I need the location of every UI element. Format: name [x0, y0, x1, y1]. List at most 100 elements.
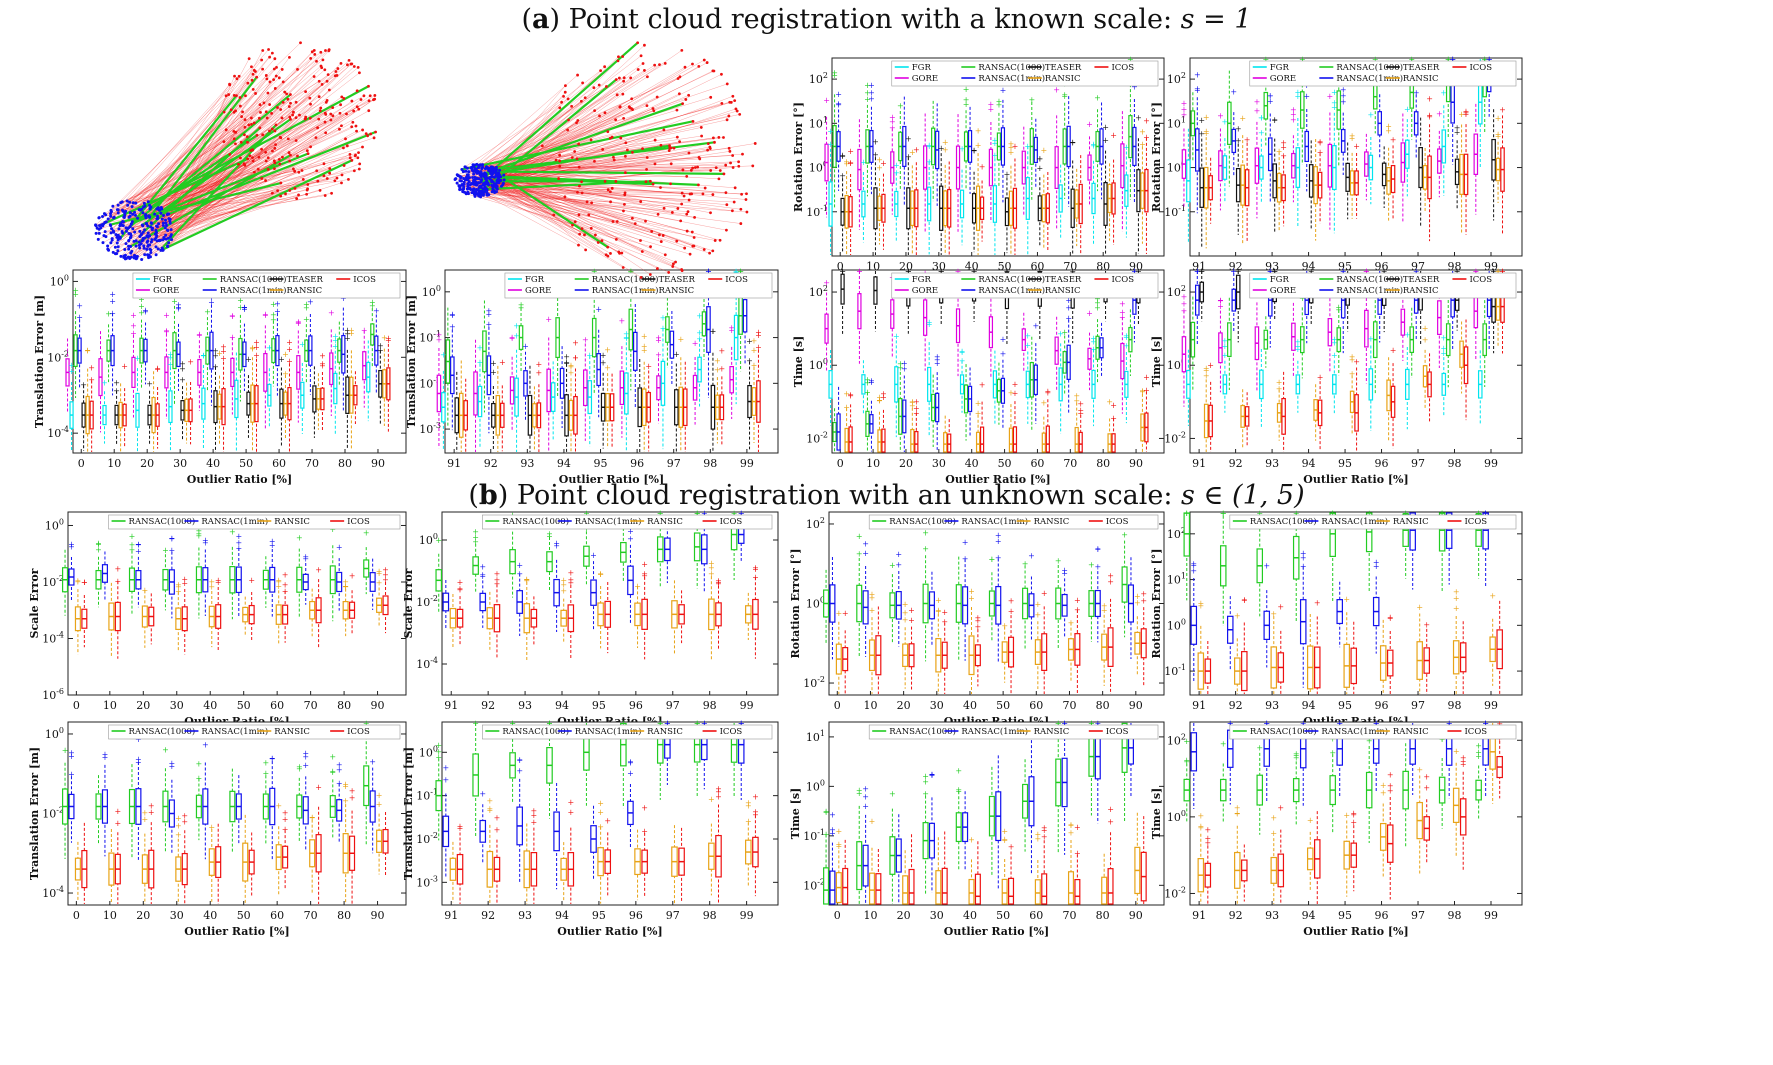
box-icos: +++: [1463, 107, 1470, 235]
outlier-marker: +: [1028, 551, 1035, 560]
x-tick-label: 20: [136, 699, 150, 712]
outlier-marker: +: [627, 267, 634, 276]
outlier-marker: +: [369, 757, 376, 766]
outlier-marker: +: [1258, 114, 1265, 123]
box-icos: +++: [1280, 138, 1287, 227]
x-tick-label: 80: [338, 457, 352, 470]
outlier-marker: +: [1331, 88, 1338, 97]
outlier-marker: +: [376, 800, 383, 809]
x-tick-label: 99: [740, 909, 754, 922]
box-teaser: +: [938, 144, 945, 255]
outlier-marker: +: [229, 312, 236, 321]
outlier-marker: +: [286, 357, 293, 366]
box-gore: [857, 119, 862, 230]
outlier-marker: +: [1276, 147, 1283, 156]
box-icos: [1078, 155, 1083, 255]
box-gore: +: [1217, 111, 1224, 211]
box-icos: +++: [755, 328, 762, 452]
outlier-marker: +: [436, 331, 443, 340]
outlier-marker: +: [344, 334, 351, 343]
outlier-marker: +: [1241, 596, 1248, 605]
x-tick-label: 60: [270, 699, 284, 712]
outlier-marker: +: [1423, 772, 1430, 781]
outlier-marker: +: [369, 302, 376, 311]
box-fgr: +: [860, 158, 867, 243]
box-fgr: ++: [827, 127, 834, 255]
x-tick-label: 40: [963, 909, 977, 922]
outlier-marker: +: [1069, 138, 1076, 147]
outlier-marker: +: [81, 578, 88, 587]
x-tick-label: 60: [1030, 457, 1044, 470]
legend-entry: RANSIC: [1045, 286, 1081, 296]
outlier-marker: +: [179, 375, 186, 384]
outlier-marker: +: [169, 534, 176, 543]
outlier-marker: +: [1034, 600, 1041, 609]
source-point: [170, 238, 174, 242]
outlier-marker: +: [1074, 849, 1081, 858]
outlier-marker: +: [1463, 110, 1470, 119]
y-tick-label: 100: [809, 357, 828, 372]
outlier-marker: +: [494, 825, 501, 834]
source-point: [130, 205, 134, 209]
outlier-marker: +: [109, 290, 116, 299]
source-point: [110, 237, 114, 241]
outlier-marker: +: [332, 342, 339, 351]
outlier-marker: +: [1390, 135, 1397, 144]
box-teaser: [1491, 109, 1496, 221]
x-tick-label: 91: [1192, 457, 1206, 470]
outlier-marker: +: [1350, 809, 1357, 818]
outlier-marker: +: [1055, 557, 1062, 566]
x-tick-label: 10: [863, 699, 877, 712]
outlier-marker: +: [1463, 107, 1470, 116]
legend-entry: TEASER: [1403, 275, 1440, 285]
box-ransac-1000-: [482, 300, 487, 413]
source-point: [109, 210, 113, 214]
x-tick-label: 95: [592, 909, 606, 922]
y-tick-label: 100: [1167, 617, 1186, 632]
outlier-marker: +: [442, 764, 449, 773]
source-point: [149, 221, 153, 225]
outlier-marker: +: [113, 379, 120, 388]
box-body: [823, 867, 830, 905]
legend-box: [891, 60, 1159, 87]
outlier-marker: +: [835, 840, 842, 849]
source-point: [163, 218, 167, 222]
outlier-marker: +: [138, 302, 145, 311]
outlier-marker: +: [1203, 127, 1210, 136]
outlier-marker: +: [167, 360, 174, 369]
y-tick-label: 101: [809, 115, 828, 130]
x-tick-label: 0: [73, 699, 80, 712]
outlier-marker: +: [1460, 757, 1467, 766]
outlier-marker: +: [1290, 105, 1297, 114]
x-tick-label: 91: [447, 457, 461, 470]
outlier-marker: +: [531, 806, 538, 815]
outlier-marker: +: [719, 365, 726, 374]
outlier-marker: +: [1197, 599, 1204, 608]
outlier-marker: +: [1086, 309, 1093, 318]
y-tick-label: 10-4: [42, 885, 64, 900]
outlier-marker: +: [1181, 306, 1188, 315]
legend: FGR RANSAC(1000) TEASER ICOS GORE RANSAC(1min…: [132, 272, 401, 299]
outlier-marker: +: [382, 571, 389, 580]
outlier-marker: +: [705, 267, 712, 276]
box-teaser: ++: [710, 327, 716, 452]
outlier-marker: +: [926, 318, 933, 327]
box-ransac-1min-: ++: [274, 300, 281, 396]
outlier-marker: +: [215, 578, 222, 587]
x-tick-label: 80: [337, 909, 351, 922]
outlier-marker: +: [286, 338, 293, 347]
outlier-marker: +: [1349, 134, 1356, 143]
box-gore: +: [1086, 120, 1093, 206]
box-gore: [1400, 113, 1406, 222]
outlier-marker: +: [1008, 607, 1015, 616]
box-teaser: [637, 359, 643, 452]
outlier-marker: +: [1094, 562, 1101, 571]
box-fgr: ++: [266, 343, 273, 428]
box-body: [1067, 871, 1075, 905]
box-teaser: ++: [1271, 116, 1278, 232]
box-teaser: +: [245, 355, 252, 438]
outlier-marker: +: [154, 365, 161, 374]
legend: RANSAC(1000) RANSAC(1min) RANSIC ICOS: [1229, 514, 1517, 530]
